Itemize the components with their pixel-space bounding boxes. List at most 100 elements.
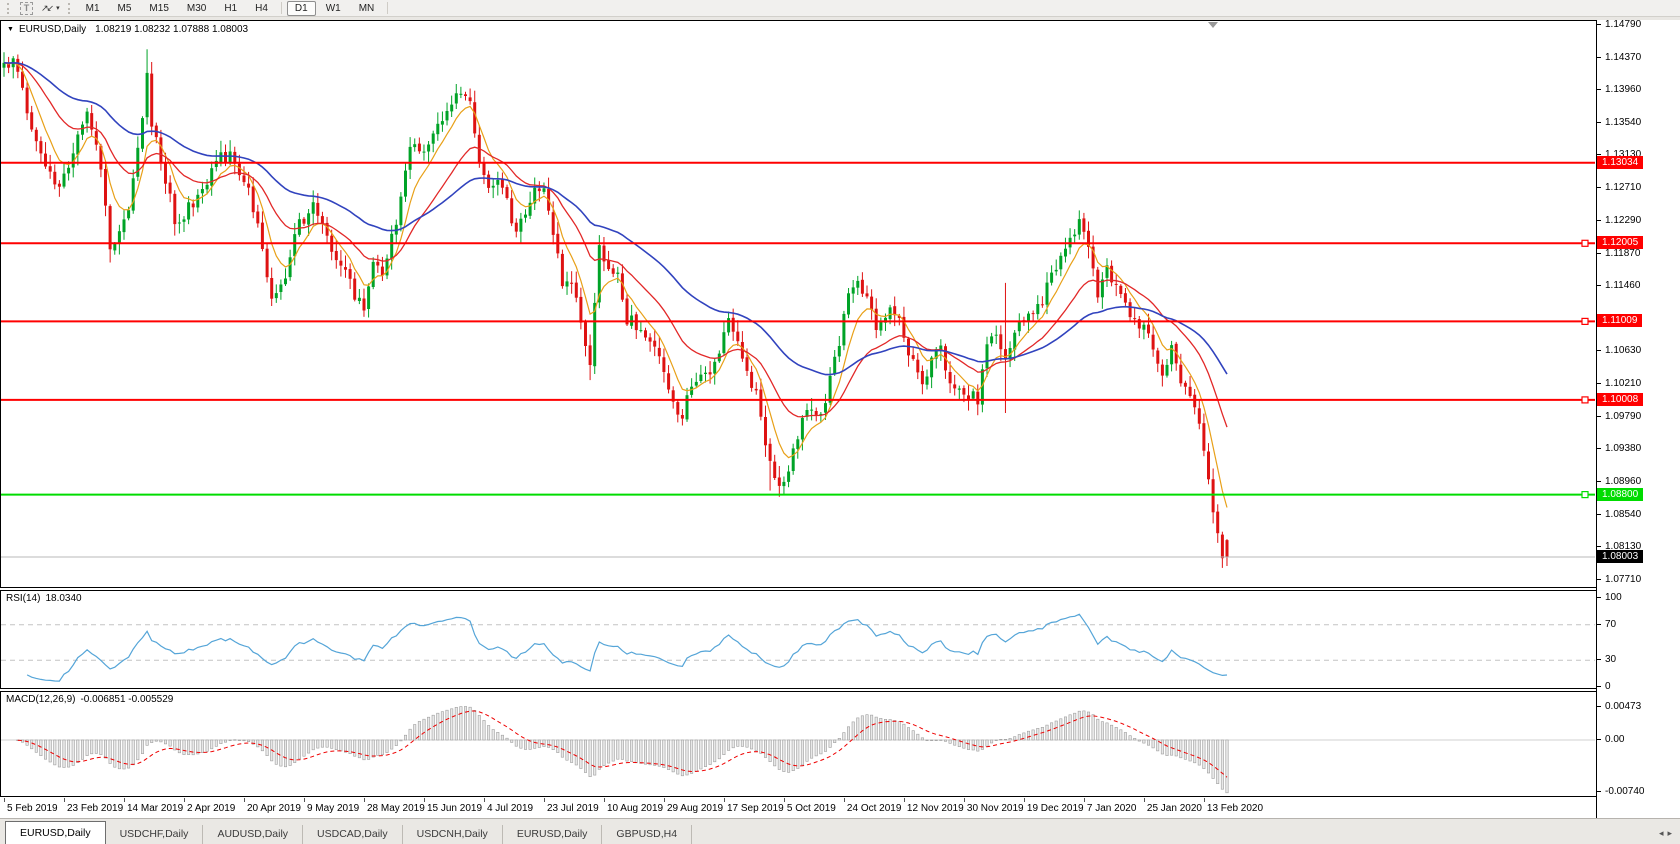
date-tick: [783, 798, 785, 802]
date-tick: [723, 798, 725, 802]
macd-axis-tick: 0.00: [1597, 734, 1624, 746]
line-handle[interactable]: [1581, 239, 1589, 247]
price-tick: 1.11870: [1597, 248, 1640, 260]
date-label: 29 Aug 2019: [666, 803, 724, 814]
chart-header: ▼ EURUSD,Daily 1.08219 1.08232 1.07888 1…: [7, 24, 248, 35]
macd-axis-tick: -0.00740: [1597, 786, 1644, 798]
price-tick: 1.08130: [1597, 541, 1641, 553]
tab-eurusd-daily-5[interactable]: EURUSD,Daily: [503, 825, 603, 844]
price-tick: 1.13130: [1597, 149, 1641, 161]
chart-symbol-label: EURUSD,Daily: [18, 24, 87, 35]
tab-scroll-right-icon[interactable]: ▸: [1667, 828, 1672, 838]
time-axis[interactable]: 5 Feb 2019 23 Feb 2019 14 Mar 2019 2 Apr 20…: [0, 798, 1596, 818]
timeframe-button-h4[interactable]: H4: [255, 2, 268, 14]
date-label: 20 Apr 2019: [246, 803, 301, 814]
price-tick: 1.09380: [1597, 443, 1641, 455]
timeframe-button-w1[interactable]: W1: [325, 2, 341, 14]
date-tick: [603, 798, 605, 802]
timeframe-button-m1[interactable]: M1: [85, 2, 100, 14]
date-label: 23 Jul 2019: [546, 803, 599, 814]
price-panel[interactable]: ▼ EURUSD,Daily 1.08219 1.08232 1.07888 1…: [0, 20, 1596, 588]
price-tick: 1.09790: [1597, 411, 1641, 423]
candles-layer: [2, 49, 1229, 568]
tab-usdcnh-daily-4[interactable]: USDCNH,Daily: [403, 825, 503, 844]
macd-indicator-value: -0.006851 -0.005529: [80, 694, 174, 705]
date-label: 25 Jan 2020: [1146, 803, 1202, 814]
toolbar-separator: [387, 2, 389, 14]
hline-price-label: 1.10008: [1597, 392, 1644, 406]
rsi-indicator-value: 18.0340: [45, 593, 82, 604]
date-tick: [963, 798, 965, 802]
date-tick: [843, 798, 845, 802]
line-handle[interactable]: [1581, 491, 1589, 499]
rsi-panel[interactable]: RSI(14) 18.0340: [0, 590, 1596, 689]
rsi-chart-canvas[interactable]: [1, 591, 1595, 688]
macd-signal-line: [17, 710, 1228, 778]
hline-price-label: 1.11009: [1597, 314, 1643, 328]
line-handle[interactable]: [1581, 317, 1589, 325]
timeframe-button-m5[interactable]: M5: [117, 2, 132, 14]
chart-tabs: EURUSD,Daily USDCHF,Daily AUDUSD,Daily USDC…: [5, 821, 693, 844]
rsi-axis-tick: 0: [1597, 681, 1611, 693]
date-label: 30 Nov 2019: [966, 803, 1024, 814]
date-tick: [423, 798, 425, 802]
date-label: 17 Sep 2019: [726, 803, 784, 814]
macd-chart-canvas[interactable]: [1, 692, 1595, 796]
rsi-axis-tick: 30: [1597, 654, 1616, 666]
chart-ohlc-values: 1.08219 1.08232 1.07888 1.08003: [95, 24, 249, 35]
hline-price-label: 1.08800: [1597, 487, 1644, 501]
date-label: 5 Oct 2019: [786, 803, 836, 814]
timeframe-button-h1[interactable]: H1: [224, 2, 238, 14]
price-tick: 1.08540: [1597, 509, 1641, 521]
chevron-down-icon: ▾: [56, 5, 60, 12]
price-chart-canvas[interactable]: [1, 21, 1595, 587]
tab-eurusd-daily-0[interactable]: EURUSD,Daily: [5, 821, 106, 844]
date-tick: [663, 798, 665, 802]
tab-scroll-left-icon[interactable]: ◂: [1658, 828, 1664, 838]
date-label: 23 Feb 2019: [66, 803, 124, 814]
date-tick: [363, 798, 365, 802]
hline-price-label: 1.13034: [1597, 155, 1644, 169]
timeframe-button-m15[interactable]: M15: [149, 2, 169, 14]
date-label: 5 Feb 2019: [7, 803, 58, 814]
line-handle[interactable]: [1581, 396, 1589, 404]
chart-window: ▼ EURUSD,Daily 1.08219 1.08232 1.07888 1…: [0, 19, 1680, 818]
current-price-label: 1.08003: [1597, 550, 1644, 564]
ma-slow-line: [3, 61, 1228, 376]
price-tick: 1.07710: [1597, 574, 1641, 586]
price-scale[interactable]: 1.14790 1.14370 1.13960 1.13540 1.13130 1.127…: [1596, 19, 1680, 818]
toolbar-grip[interactable]: [7, 2, 12, 14]
price-tick: 1.14790: [1597, 19, 1641, 31]
date-tick: [543, 798, 545, 802]
text-tool-button[interactable]: T: [16, 0, 37, 16]
date-label: 13 Feb 2020: [1206, 803, 1264, 814]
tab-scroll-buttons: ◂ ▸: [1659, 828, 1680, 844]
tab-usdchf-daily-1[interactable]: USDCHF,Daily: [106, 825, 204, 844]
collapse-chart-icon[interactable]: ▼: [7, 26, 14, 33]
rsi-indicator-name: RSI(14): [6, 593, 41, 604]
date-label: 9 May 2019: [306, 803, 360, 814]
price-tick: 1.12290: [1597, 215, 1641, 227]
rsi-axis-tick: 100: [1597, 592, 1622, 604]
price-tick: 1.10210: [1597, 378, 1641, 390]
price-tick: 1.13540: [1597, 117, 1641, 129]
date-tick: [1083, 798, 1085, 802]
toolbar-grip[interactable]: [67, 2, 73, 14]
macd-indicator-name: MACD(12,26,9): [6, 694, 76, 705]
macd-label: MACD(12,26,9) -0.006851 -0.005529: [6, 694, 173, 705]
timeframe-button-d1[interactable]: D1: [286, 0, 316, 16]
macd-panel[interactable]: MACD(12,26,9) -0.006851 -0.005529: [0, 691, 1596, 797]
tab-audusd-daily-2[interactable]: AUDUSD,Daily: [203, 825, 304, 844]
arrange-arrows-button[interactable]: ↗↙ ▾: [37, 0, 64, 16]
toolbar-separator: [280, 2, 282, 14]
date-tick: [63, 798, 65, 802]
tab-usdcad-daily-3[interactable]: USDCAD,Daily: [303, 825, 403, 844]
tab-gbpusd-h4-6[interactable]: GBPUSD,H4: [602, 825, 693, 844]
price-tick: 1.13960: [1597, 84, 1641, 96]
timeframe-button-mn[interactable]: MN: [358, 2, 375, 14]
chart-shift-marker[interactable]: [1208, 22, 1218, 28]
text-tool-icon: T: [20, 1, 33, 15]
date-label: 10 Aug 2019: [606, 803, 664, 814]
date-label: 4 Jul 2019: [486, 803, 534, 814]
timeframe-button-m30[interactable]: M30: [186, 2, 207, 14]
